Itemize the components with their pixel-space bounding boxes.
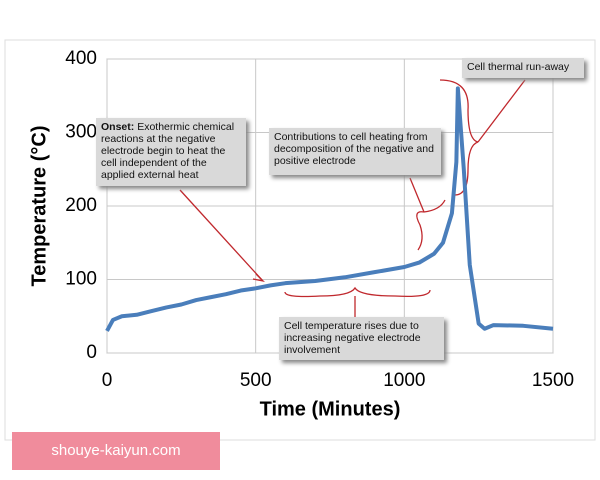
footer: shouye-kaiyun.com — [12, 432, 220, 470]
y-tick-label: 0 — [86, 342, 97, 363]
callouts — [179, 79, 526, 318]
x-tick-label: 0 — [102, 370, 113, 391]
data-line — [105, 86, 554, 332]
annotation: Contributions to cell heating from decom… — [269, 128, 441, 175]
annotation: Onset: Exothermic chemical reactions at … — [96, 118, 246, 186]
y-tick-label: 200 — [65, 195, 97, 216]
annotation-text: Exothermic chemical reactions at the neg… — [101, 121, 235, 181]
pointer — [477, 79, 526, 143]
x-tick-label: 1000 — [383, 370, 425, 391]
y-tick-label: 400 — [65, 48, 97, 69]
y-tick-label: 300 — [65, 122, 97, 143]
x-tick-label: 500 — [240, 370, 272, 391]
brace — [284, 286, 431, 298]
arrow — [179, 189, 263, 281]
x-axis-label: Time (Minutes) — [260, 398, 401, 420]
arrow-head — [252, 273, 265, 283]
x-tick-label: 1500 — [532, 370, 574, 391]
brace — [416, 211, 425, 251]
frame — [4, 39, 596, 441]
y-axis-label: Temperature (°C) — [28, 126, 50, 287]
y-tick-label: 100 — [65, 269, 97, 290]
annotation-lead: Onset: — [101, 121, 135, 133]
brace — [423, 199, 446, 213]
annotation: Cell temperature rises due to increasing… — [279, 317, 444, 360]
annotation-text: Cell temperature rises due to increasing… — [284, 320, 421, 356]
annotation-text: Contributions to cell heating from decom… — [274, 131, 434, 167]
annotation: Cell thermal run-away — [462, 58, 584, 78]
annotation-text: Cell thermal run-away — [467, 61, 570, 73]
pointer — [409, 177, 425, 213]
